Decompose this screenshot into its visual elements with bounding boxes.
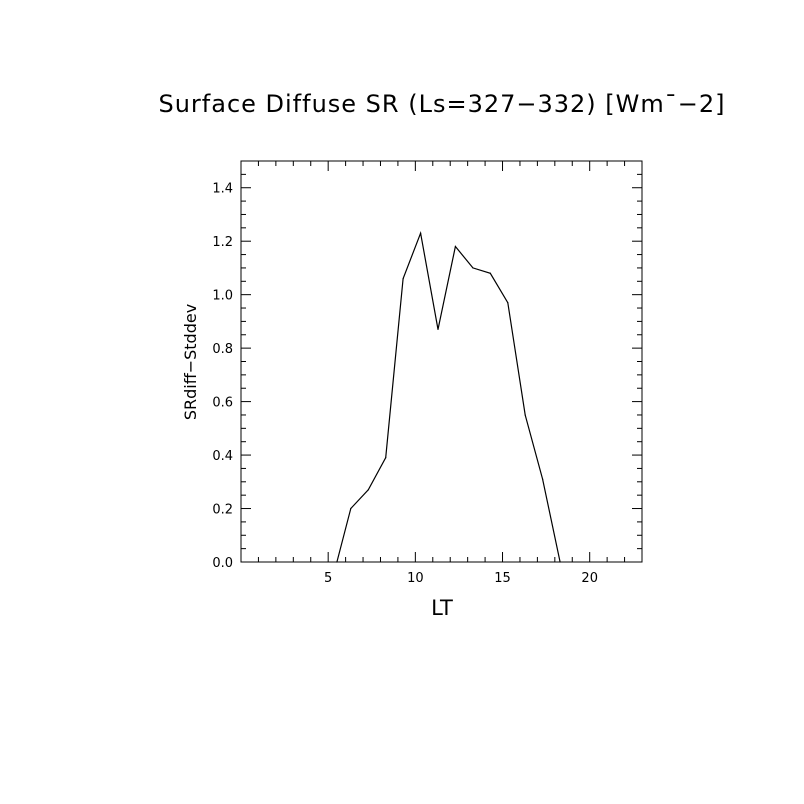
series-point <box>367 489 369 491</box>
y-tick-label: 0.6 <box>212 396 233 411</box>
y-tick-label: 1.2 <box>212 235 233 250</box>
series-point <box>542 478 544 480</box>
series-line <box>336 230 561 563</box>
x-axis-tick-labels: 5 10 15 20 <box>324 571 598 586</box>
series-points <box>336 232 561 563</box>
y-tick-label: 0.4 <box>212 449 233 464</box>
series-point <box>454 245 457 248</box>
series-point <box>402 278 404 280</box>
y-axis-ticks <box>241 173 642 550</box>
x-axis-ticks <box>257 161 626 562</box>
y-tick-label: 1.0 <box>212 289 233 304</box>
x-tick-label: 15 <box>494 571 511 586</box>
y-axis-title: SRdiff−Stddev <box>181 304 200 420</box>
plot-area: 5 10 15 20 0.0 0.2 0.4 0.6 0.8 1.0 1.2 1.4 <box>212 160 643 586</box>
series-point <box>336 561 338 563</box>
x-tick-label: 10 <box>407 571 424 586</box>
y-tick-label: 0.0 <box>212 556 233 571</box>
series-point <box>559 561 561 563</box>
chart-title: Surface Diffuse SR (Ls=327−332) [Wm¯−2] <box>158 90 725 118</box>
series-point <box>437 328 439 331</box>
series-point <box>419 232 422 234</box>
series-point <box>524 414 526 416</box>
x-tick-label: 5 <box>324 571 332 586</box>
x-tick-label: 20 <box>581 571 598 586</box>
y-axis-tick-labels: 0.0 0.2 0.4 0.6 0.8 1.0 1.2 1.4 <box>212 182 233 571</box>
y-tick-label: 0.2 <box>212 503 233 518</box>
series-point <box>472 267 474 269</box>
series-point <box>507 302 509 304</box>
series-point <box>489 272 491 274</box>
y-tick-label: 1.4 <box>212 182 233 197</box>
x-axis-title: LT <box>431 596 453 620</box>
series-point <box>350 507 352 510</box>
y-tick-label: 0.8 <box>212 342 233 357</box>
series-point <box>385 457 387 459</box>
